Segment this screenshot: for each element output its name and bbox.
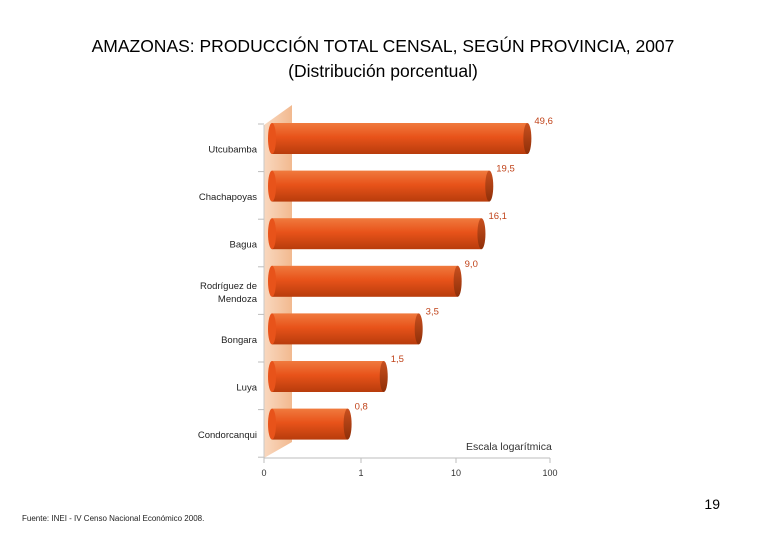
bar [272,123,528,154]
x-tick-label: 0 [261,468,266,478]
bar [272,313,419,345]
x-tick-label: 100 [542,468,557,478]
bar [272,218,482,250]
value-label: 49,6 [534,116,553,127]
category-label: Bongara [221,335,258,346]
category-label: Rodríguez de [200,281,257,292]
bar-start-cap [268,361,276,392]
category-label: Chachapoyas [199,192,257,203]
page-number: 19 [704,496,720,512]
bar [272,170,490,202]
bar-start-cap [268,408,276,440]
bar-start-cap [268,265,276,297]
category-label: Bagua [230,240,258,251]
bar-end-cap [523,123,532,154]
chart-title: AMAZONAS: PRODUCCIÓN TOTAL CENSAL, SEGÚN… [91,36,675,56]
bar-end-cap [477,218,486,250]
bar [272,408,348,440]
source-note: Fuente: INEI - IV Censo Nacional Económi… [22,514,205,523]
scale-note: Escala logarítmica [466,441,552,453]
category-label: Mendoza [218,294,258,305]
value-label: 1,5 [391,354,404,365]
bar-end-cap [379,361,388,392]
bar-end-cap [485,170,494,202]
category-label: Luya [236,383,257,394]
value-label: 3,5 [426,306,439,317]
bar-start-cap [268,170,276,202]
value-label: 9,0 [465,259,478,270]
value-label: 0,8 [355,402,368,413]
bar-start-cap [268,123,276,154]
x-tick-label: 1 [358,468,363,478]
bar-end-cap [414,313,423,345]
value-label: 19,5 [496,164,515,175]
bar-start-cap [268,313,276,345]
bar [272,265,458,297]
x-tick-label: 10 [451,468,461,478]
chart-subtitle: (Distribución porcentual) [288,61,478,81]
category-label: Condorcanqui [198,430,257,441]
category-label: Utcubamba [208,145,257,156]
value-label: 16,1 [488,211,507,222]
bar-start-cap [268,218,276,250]
bar-end-cap [453,265,462,297]
bar-end-cap [343,408,352,440]
bar [272,361,384,392]
